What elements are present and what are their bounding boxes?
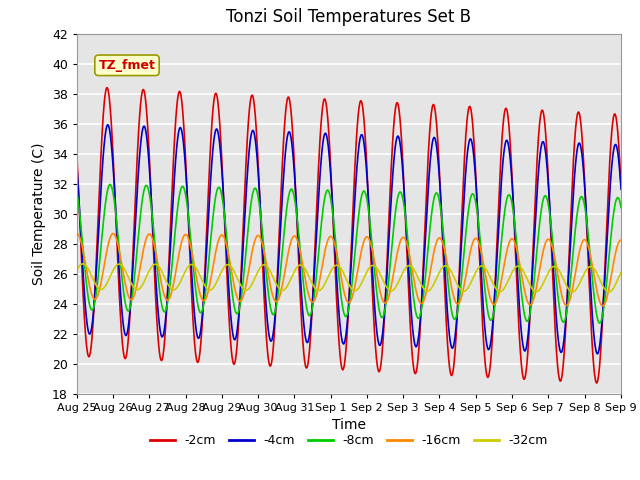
-4cm: [630, 352, 637, 358]
-2cm: [542, 135, 550, 141]
-8cm: [257, 209, 264, 215]
-16cm: [542, 240, 550, 245]
-2cm: [575, 109, 582, 115]
Line: -4cm: -4cm: [77, 125, 640, 355]
-2cm: [73, 151, 81, 156]
X-axis label: Time: Time: [332, 418, 366, 432]
-4cm: [131, 228, 139, 233]
Text: TZ_fmet: TZ_fmet: [99, 59, 156, 72]
-32cm: [131, 286, 139, 291]
-16cm: [73, 230, 81, 236]
Line: -16cm: -16cm: [77, 233, 640, 306]
-4cm: [403, 223, 410, 228]
-16cm: [575, 253, 582, 259]
Line: -2cm: -2cm: [77, 88, 640, 385]
-16cm: [256, 234, 264, 240]
-2cm: [403, 233, 410, 239]
Y-axis label: Soil Temperature (C): Soil Temperature (C): [33, 143, 46, 285]
Legend: -2cm, -4cm, -8cm, -16cm, -32cm: -2cm, -4cm, -8cm, -16cm, -32cm: [145, 429, 553, 452]
-32cm: [257, 265, 264, 271]
-2cm: [131, 203, 139, 209]
-8cm: [632, 321, 640, 327]
-4cm: [73, 162, 81, 168]
-32cm: [542, 275, 550, 280]
-4cm: [575, 141, 582, 146]
-8cm: [131, 269, 139, 275]
Line: -8cm: -8cm: [77, 184, 640, 324]
-8cm: [575, 201, 582, 207]
-32cm: [73, 267, 81, 273]
-16cm: [402, 238, 410, 244]
-32cm: [575, 282, 582, 288]
-2cm: [257, 206, 264, 212]
-2cm: [103, 85, 111, 91]
-8cm: [403, 220, 410, 226]
-4cm: [257, 203, 264, 208]
-16cm: [635, 303, 640, 309]
Title: Tonzi Soil Temperatures Set B: Tonzi Soil Temperatures Set B: [227, 9, 471, 26]
-32cm: [79, 261, 86, 267]
-4cm: [104, 122, 111, 128]
-8cm: [73, 189, 81, 195]
-4cm: [542, 153, 550, 158]
-8cm: [542, 193, 550, 199]
-2cm: [629, 382, 637, 388]
-8cm: [106, 181, 114, 187]
-16cm: [131, 291, 139, 297]
Line: -32cm: -32cm: [77, 264, 640, 292]
-32cm: [403, 264, 410, 270]
